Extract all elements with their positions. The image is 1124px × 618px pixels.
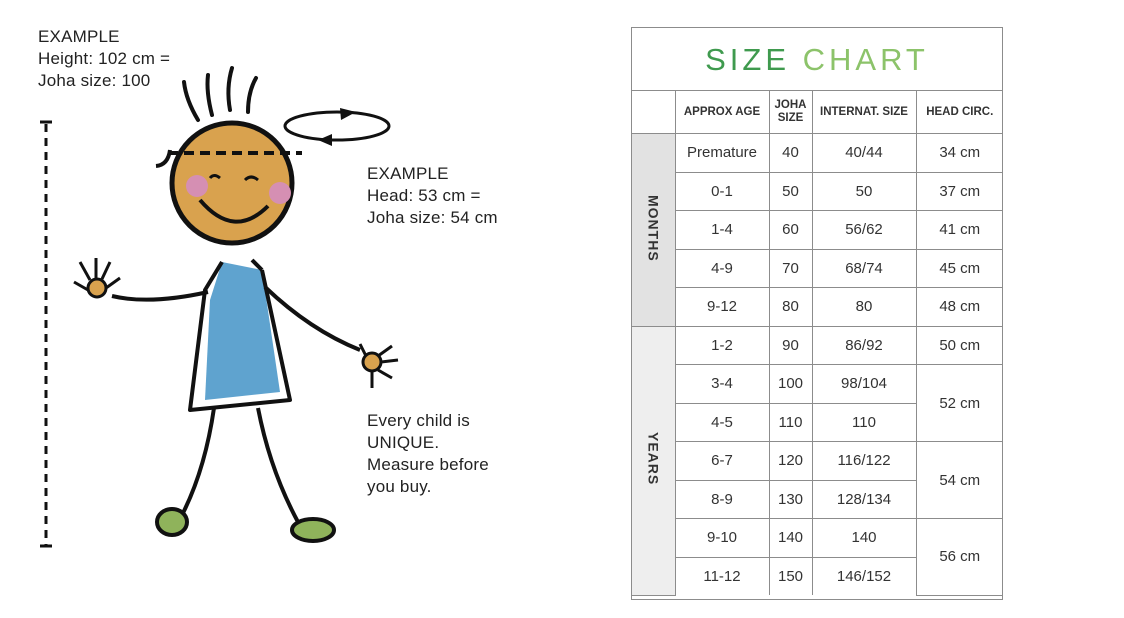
right-cheek: [269, 182, 291, 204]
header-approx-age: APPROX AGE: [674, 91, 770, 134]
cell-intl: 40/44: [811, 133, 917, 173]
cell-head: 34 cm: [915, 133, 1003, 173]
cell-head: 45 cm: [915, 248, 1003, 288]
cell-age: 1-4: [674, 210, 770, 250]
head-circumference-arrow-icon: [283, 108, 391, 146]
cell-intl: 50: [811, 171, 917, 211]
hair-strands: [182, 66, 258, 122]
cell-intl: 116/122: [811, 441, 917, 481]
table-row: MONTHS Premature 40 40/44 34 cm: [632, 133, 1003, 327]
table-row: 0-1 50 50 37 cm: [632, 171, 1003, 211]
cell-joha: 100: [768, 364, 813, 404]
header-internat-size: INTERNAT. SIZE: [811, 91, 917, 134]
table-row: 4-9 70 68/74 45 cm: [632, 248, 1003, 288]
title-word-size: SIZE: [705, 42, 791, 77]
table-row: 3-4 100 98/104 52 cm: [632, 364, 1003, 442]
cell-age: 0-1: [674, 171, 770, 211]
cell-intl: 68/74: [811, 248, 917, 288]
measure-advice-note: Every child is UNIQUE. Measure before yo…: [367, 411, 489, 496]
size-table: APPROX AGE JOHA SIZE INTERNAT. SIZE HEAD…: [632, 91, 1003, 596]
cell-age: 8-9: [674, 479, 770, 519]
cell-age: 9-10: [674, 518, 770, 558]
cell-intl: 56/62: [811, 210, 917, 250]
left-cheek: [186, 175, 208, 197]
cell-head: 52 cm: [915, 364, 1003, 442]
head-example-note: EXAMPLE Head: 53 cm = Joha size: 54 cm: [367, 164, 498, 227]
cell-head: 41 cm: [915, 210, 1003, 250]
size-chart: SIZE CHART APPROX AGE JOHA SIZE INTERNAT…: [631, 27, 1003, 600]
cell-intl: 140: [811, 518, 917, 558]
cell-joha: 130: [768, 479, 813, 519]
cell-joha: 60: [768, 210, 813, 250]
cell-joha: 70: [768, 248, 813, 288]
cell-head: 37 cm: [915, 171, 1003, 211]
group-header: [632, 91, 676, 134]
cell-head: 54 cm: [915, 441, 1003, 519]
cell-joha: 120: [768, 441, 813, 481]
cell-age: 9-12: [674, 287, 770, 327]
table-row: 11-12 150 146/152: [632, 556, 1003, 595]
shirt: [205, 262, 280, 400]
height-measure-line: [40, 120, 52, 548]
cell-joha: 80: [768, 287, 813, 327]
cell-intl: 128/134: [811, 479, 916, 519]
child-illustration: [40, 66, 399, 548]
cell-age: 6-7: [674, 441, 770, 481]
header-head-circ: HEAD CIRC.: [915, 91, 1003, 134]
cell-head: 56 cm: [915, 518, 1003, 596]
table-row: 1-4 60 56/62 41 cm: [632, 210, 1003, 250]
title-word-chart: CHART: [802, 42, 929, 77]
cell-intl: 146/152: [811, 556, 916, 595]
group-months: MONTHS: [632, 133, 676, 327]
cell-age: 1-2: [674, 325, 770, 365]
cell-joha: 90: [768, 325, 813, 365]
header-joha-size: JOHA SIZE: [768, 91, 813, 134]
cell-intl: 98/104: [811, 364, 917, 404]
cell-age: 11-12: [674, 556, 770, 595]
cell-joha: 40: [768, 133, 813, 173]
cell-age: Premature: [674, 133, 770, 173]
table-row: 9-10 140 140 56 cm: [632, 518, 1003, 596]
cell-joha: 110: [768, 402, 813, 442]
cell-joha: 140: [768, 518, 813, 558]
table-row: 9-12 80 80 48 cm: [632, 287, 1003, 327]
chart-title: SIZE CHART: [632, 28, 1002, 91]
cell-head: 50 cm: [915, 325, 1003, 365]
cell-age: 4-9: [674, 248, 770, 288]
table-row: 4-5 110 110: [632, 402, 1003, 442]
height-example-note: EXAMPLE Height: 102 cm = Joha size: 100: [38, 27, 171, 90]
table-row: YEARS 1-2 90 86/92 50 cm: [632, 325, 1003, 596]
cell-intl: 80: [811, 287, 917, 327]
cell-intl: 86/92: [811, 325, 917, 365]
cell-age: 4-5: [674, 402, 770, 442]
table-row: 6-7 120 116/122 54 cm: [632, 441, 1003, 519]
cell-head: 48 cm: [915, 287, 1003, 327]
cell-age: 3-4: [674, 364, 770, 404]
cell-joha: 50: [768, 171, 813, 211]
cell-joha: 150: [768, 556, 813, 595]
table-header-row: APPROX AGE JOHA SIZE INTERNAT. SIZE HEAD…: [632, 91, 1003, 134]
cell-intl: 110: [811, 402, 916, 442]
group-years: YEARS: [632, 325, 676, 596]
